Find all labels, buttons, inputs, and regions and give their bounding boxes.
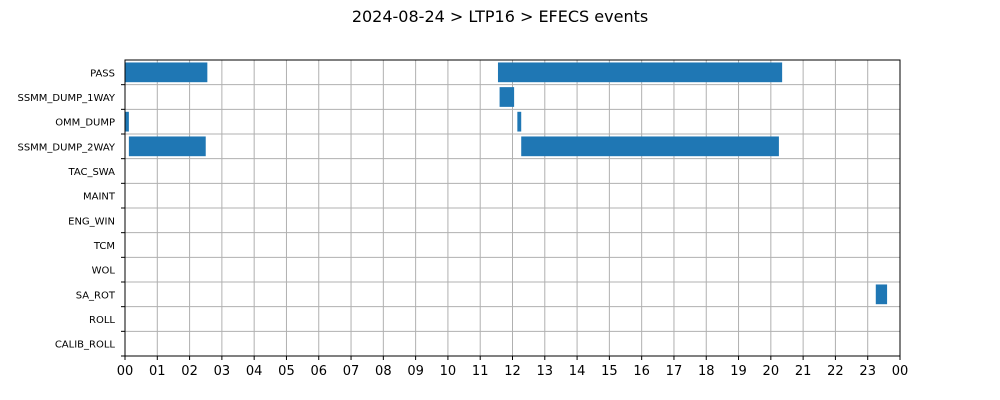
y-tick-label: OMM_DUMP — [55, 118, 115, 129]
event-bars — [125, 62, 888, 305]
y-tick-label: SSMM_DUMP_1WAY — [17, 93, 115, 104]
x-tick-label: 22 — [827, 364, 844, 379]
y-tick-label: SA_ROT — [76, 290, 116, 301]
x-tick-label: 05 — [278, 364, 295, 379]
x-tick-label: 13 — [537, 364, 554, 379]
x-axis: 00 01 02 03 04 05 06 07 08 09 10 11 12 13 14 15 16 17 18 19… — [117, 356, 909, 379]
x-tick-label: 06 — [310, 364, 327, 379]
x-tick-label: 19 — [730, 364, 747, 379]
x-tick-label: 11 — [472, 364, 489, 379]
x-tick-label: 07 — [343, 364, 360, 379]
event-bar — [521, 136, 779, 157]
y-tick-label: TAC_SWA — [67, 167, 115, 178]
x-tick-label: 14 — [569, 364, 586, 379]
y-tick-label: ROLL — [89, 315, 115, 326]
y-tick-label: MAINT — [83, 192, 116, 203]
event-bar — [125, 62, 208, 83]
x-tick-label: 03 — [214, 364, 231, 379]
x-tick-label: 20 — [763, 364, 780, 379]
x-tick-label: 17 — [666, 364, 683, 379]
event-bar — [875, 284, 888, 305]
x-tick-label: 08 — [375, 364, 392, 379]
x-tick-label: 10 — [440, 364, 457, 379]
x-tick-label: 21 — [795, 364, 812, 379]
y-tick-label: SSMM_DUMP_2WAY — [17, 142, 115, 153]
x-tick-label: 15 — [601, 364, 618, 379]
x-tick-label: 09 — [407, 364, 424, 379]
y-tick-label: TCM — [93, 241, 115, 252]
event-bar — [499, 87, 515, 107]
y-tick-label: CALIB_ROLL — [55, 340, 116, 351]
x-tick-label: 16 — [633, 364, 650, 379]
x-tick-label: 02 — [181, 364, 198, 379]
chart-title: 2024-08-24 > LTP16 > EFECS events — [352, 7, 648, 26]
event-bar — [125, 111, 129, 132]
x-tick-label: 18 — [698, 364, 715, 379]
event-bar — [517, 111, 522, 132]
event-bar — [497, 62, 783, 83]
y-tick-label: PASS — [90, 68, 115, 79]
y-tick-label: WOL — [92, 266, 116, 277]
x-tick-label: 04 — [246, 364, 263, 379]
y-axis: PASS SSMM_DUMP_1WAY OMM_DUMP SSMM_DUMP_2WAY… — [17, 68, 125, 357]
event-bar — [128, 136, 206, 157]
x-tick-label: 01 — [149, 364, 166, 379]
x-tick-label: 23 — [859, 364, 876, 379]
x-tick-label: 00 — [892, 364, 909, 379]
x-tick-label: 12 — [504, 364, 521, 379]
y-tick-label: ENG_WIN — [68, 216, 115, 227]
x-tick-label: 00 — [117, 364, 134, 379]
